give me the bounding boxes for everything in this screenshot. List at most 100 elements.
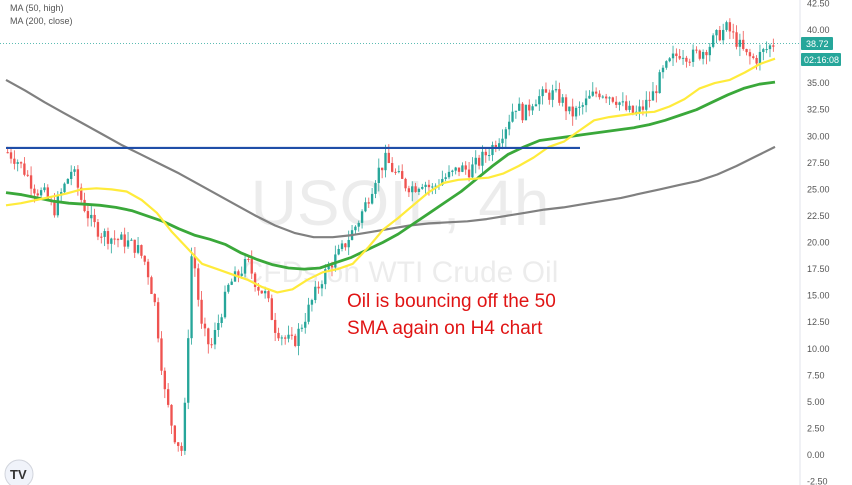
countdown-badge-box [801, 53, 841, 66]
candle-body [203, 323, 207, 329]
candle-body [434, 185, 437, 187]
candle-body [411, 186, 414, 193]
y-tick-label: 35.00 [807, 78, 830, 88]
candle-body [578, 106, 581, 108]
ma-50-line [5, 57, 776, 294]
candle-body [471, 164, 474, 178]
moving-averages [5, 57, 776, 294]
candle-body [317, 286, 320, 289]
candle-body [491, 144, 494, 156]
candle-body [56, 195, 59, 216]
price-badge-box [801, 37, 833, 50]
candle-body [718, 30, 722, 41]
candle-body [223, 291, 227, 318]
candle-body [768, 45, 772, 50]
y-tick-label: 32.50 [807, 105, 830, 115]
candle-body [23, 163, 26, 175]
candle-body [284, 337, 287, 339]
candle-body [360, 211, 364, 223]
y-tick-label: 10.00 [807, 344, 830, 354]
candle-body [748, 52, 752, 57]
candle-body [705, 52, 708, 56]
candle-body [377, 167, 380, 184]
candle-body [46, 187, 49, 200]
candle-body [300, 327, 304, 329]
candle-body [297, 328, 300, 346]
candle-body [190, 256, 193, 339]
candle-body [494, 144, 497, 149]
candle-body [136, 245, 140, 253]
candle-body [481, 151, 484, 166]
price-axis-background[interactable] [800, 0, 852, 485]
candle-body [424, 184, 427, 187]
candle-body [357, 222, 360, 227]
candle-body [558, 89, 561, 103]
candle-body [407, 188, 411, 193]
candle-body [43, 187, 46, 191]
countdown-badge-text: 02:16:08 [804, 55, 839, 65]
candle-body [26, 174, 29, 176]
candle-body [464, 165, 467, 170]
candle-body [374, 183, 377, 194]
candle-body [735, 32, 738, 47]
legend-ma-fast[interactable]: MA (50, high) [10, 3, 64, 13]
candle-body [33, 188, 36, 194]
y-tick-label: 22.50 [807, 211, 830, 221]
ma-200-line [5, 78, 776, 239]
candle-body [66, 178, 70, 184]
candle-body [253, 273, 257, 287]
candle-body [444, 177, 447, 179]
candle-body [631, 105, 635, 115]
candle-body [130, 239, 133, 241]
candle-body [658, 72, 661, 94]
annotation-line-1: Oil is bouncing off the 50 [347, 291, 556, 312]
candle-body [304, 321, 307, 328]
candle-body [113, 238, 116, 240]
candle-body [655, 91, 658, 94]
candle-body [364, 202, 367, 212]
candle-body [574, 107, 578, 117]
candle-body [53, 201, 56, 216]
candle-body [765, 49, 768, 51]
legend-ma-slow[interactable]: MA (200, close) [10, 16, 73, 26]
candle-body [347, 239, 350, 248]
candle-body [106, 231, 110, 244]
candle-body [571, 106, 574, 117]
candle-body [501, 138, 504, 144]
candle-body [722, 29, 725, 41]
candle-body [641, 106, 645, 110]
candle-body [217, 322, 220, 330]
candle-body [588, 95, 591, 99]
y-tick-label: -2.50 [807, 477, 828, 485]
candle-body [534, 104, 538, 107]
candle-body [487, 155, 491, 157]
candle-body [518, 103, 521, 111]
candle-body [698, 50, 701, 59]
candle-body [598, 93, 601, 98]
candle-body [645, 99, 648, 110]
candle-body [451, 170, 454, 172]
candle-body [772, 45, 775, 47]
candles [6, 18, 775, 457]
y-tick-label: 0.00 [807, 450, 825, 460]
candle-body [725, 22, 728, 30]
candle-body [120, 234, 123, 240]
candle-body [170, 404, 173, 426]
candle-body [187, 338, 190, 403]
candle-body [477, 157, 481, 166]
y-tick-label: 17.50 [807, 264, 830, 274]
candle-body [123, 234, 126, 247]
candle-body [401, 171, 404, 179]
candle-body [544, 89, 548, 93]
candle-body [103, 231, 106, 237]
candle-body [671, 53, 675, 59]
candle-body [290, 334, 294, 336]
candle-body [173, 425, 177, 443]
candle-body [307, 304, 310, 322]
candle-body [354, 226, 357, 231]
candle-body [484, 151, 487, 156]
tradingview-logo[interactable]: TV [4, 459, 34, 485]
candle-body [467, 169, 471, 178]
